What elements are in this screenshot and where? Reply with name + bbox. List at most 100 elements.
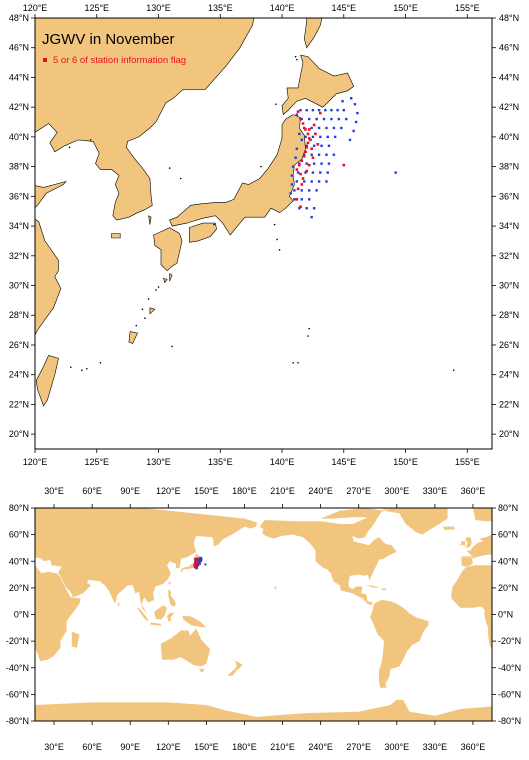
land-polygon bbox=[214, 533, 223, 547]
small-island bbox=[292, 362, 294, 364]
station-marker-red bbox=[309, 138, 312, 142]
lat-tick-label: 20°N bbox=[499, 429, 519, 439]
station-marker-blue bbox=[332, 126, 336, 130]
station-marker-blue bbox=[198, 557, 201, 560]
station-marker-blue bbox=[322, 117, 326, 121]
land-polygon bbox=[35, 699, 492, 721]
lon-tick-label: 140°E bbox=[270, 457, 295, 467]
station-marker-blue bbox=[353, 103, 357, 106]
station-marker-blue bbox=[326, 135, 329, 139]
small-island bbox=[273, 223, 276, 226]
small-island bbox=[70, 366, 72, 369]
lat-tick-label: 34°N bbox=[499, 221, 519, 231]
station-marker-blue bbox=[326, 171, 329, 174]
land-polygon bbox=[154, 605, 167, 620]
station-marker-blue bbox=[296, 171, 300, 174]
lat-tick-label: -80°N bbox=[498, 716, 521, 726]
lat-tick-label: 44°N bbox=[9, 72, 29, 82]
lon-tick-label: 270°E bbox=[346, 742, 371, 752]
land-polygon bbox=[303, 18, 323, 49]
station-marker-red bbox=[196, 558, 199, 561]
station-marker-blue bbox=[315, 117, 318, 121]
lat-tick-label: 48°N bbox=[499, 13, 519, 23]
small-island bbox=[99, 362, 102, 364]
lon-tick-label: 150°E bbox=[194, 742, 219, 752]
lat-tick-label: 46°N bbox=[9, 43, 29, 53]
station-marker-blue bbox=[394, 171, 397, 174]
station-marker-blue bbox=[340, 126, 343, 130]
small-island bbox=[81, 369, 83, 372]
land-polygon bbox=[153, 227, 183, 272]
station-marker-red bbox=[307, 128, 311, 131]
lon-tick-label: 330°E bbox=[423, 742, 448, 752]
station-marker-blue bbox=[352, 129, 355, 133]
station-marker-blue bbox=[290, 183, 294, 186]
land-polygon bbox=[244, 518, 258, 529]
lat-tick-label: 40°N bbox=[499, 132, 519, 142]
small-island bbox=[296, 58, 298, 61]
land-polygon bbox=[149, 307, 156, 315]
small-island bbox=[275, 103, 277, 105]
station-marker-blue bbox=[312, 207, 316, 210]
station-marker-red bbox=[304, 150, 307, 154]
station-marker-blue bbox=[300, 198, 303, 201]
land-polygon bbox=[35, 180, 67, 336]
station-marker-red bbox=[299, 172, 302, 176]
lon-tick-label: 270°E bbox=[346, 486, 371, 496]
land-polygon bbox=[442, 526, 456, 530]
lat-tick-label: 0°N bbox=[14, 610, 29, 620]
station-marker-blue bbox=[341, 100, 344, 103]
station-marker-blue bbox=[319, 171, 322, 174]
station-marker-red bbox=[319, 111, 322, 115]
station-marker-blue bbox=[305, 108, 308, 112]
station-marker-red bbox=[194, 566, 197, 569]
station-marker-blue bbox=[319, 135, 322, 139]
lat-tick-label: 40°N bbox=[9, 132, 29, 142]
lat-tick-label: 22°N bbox=[499, 399, 519, 409]
station-marker-blue bbox=[356, 111, 359, 115]
station-marker-blue bbox=[325, 126, 328, 130]
station-marker-blue bbox=[305, 144, 308, 148]
lon-tick-label: 210°E bbox=[270, 486, 295, 496]
station-marker-blue bbox=[295, 147, 299, 150]
station-marker-blue bbox=[325, 180, 328, 183]
lat-tick-label: 42°N bbox=[499, 102, 519, 112]
lon-tick-label: 240°E bbox=[308, 486, 333, 496]
station-marker-blue bbox=[295, 113, 299, 116]
lon-tick-label: 30°E bbox=[44, 486, 64, 496]
land-polygon bbox=[128, 331, 138, 344]
land-polygon bbox=[461, 508, 492, 567]
lon-tick-label: 90°E bbox=[120, 742, 140, 752]
land-polygon bbox=[35, 565, 81, 662]
small-island bbox=[297, 362, 299, 364]
small-island bbox=[155, 289, 157, 291]
lon-tick-label: 120°E bbox=[23, 457, 48, 467]
station-marker-blue bbox=[349, 97, 353, 100]
lon-tick-label: 300°E bbox=[384, 486, 409, 496]
lon-tick-label: 240°E bbox=[308, 742, 333, 752]
station-marker-red bbox=[307, 163, 311, 167]
land-polygon bbox=[111, 233, 121, 239]
station-marker-red bbox=[300, 159, 304, 162]
lat-tick-label: 36°N bbox=[499, 191, 519, 201]
lon-tick-label: 150°E bbox=[194, 486, 219, 496]
station-marker-red bbox=[316, 143, 320, 146]
station-marker-blue bbox=[330, 117, 333, 121]
small-island bbox=[147, 298, 150, 300]
station-marker-blue bbox=[311, 171, 315, 174]
land-polygon bbox=[148, 215, 152, 225]
station-marker-red bbox=[296, 187, 300, 191]
station-marker-red bbox=[299, 205, 302, 209]
lon-tick-label: 140°E bbox=[270, 3, 295, 13]
station-marker-blue bbox=[305, 162, 308, 165]
station-marker-blue bbox=[303, 126, 306, 130]
station-marker-blue bbox=[204, 563, 207, 566]
lat-tick-label: 46°N bbox=[499, 43, 519, 53]
lat-tick-label: -20°N bbox=[6, 636, 29, 646]
station-marker-red bbox=[301, 122, 305, 125]
lon-tick-label: 120°E bbox=[23, 3, 48, 13]
station-marker-red bbox=[305, 169, 309, 173]
land-polygon bbox=[465, 537, 472, 548]
station-marker-blue bbox=[310, 215, 313, 219]
station-marker-red bbox=[310, 147, 313, 151]
